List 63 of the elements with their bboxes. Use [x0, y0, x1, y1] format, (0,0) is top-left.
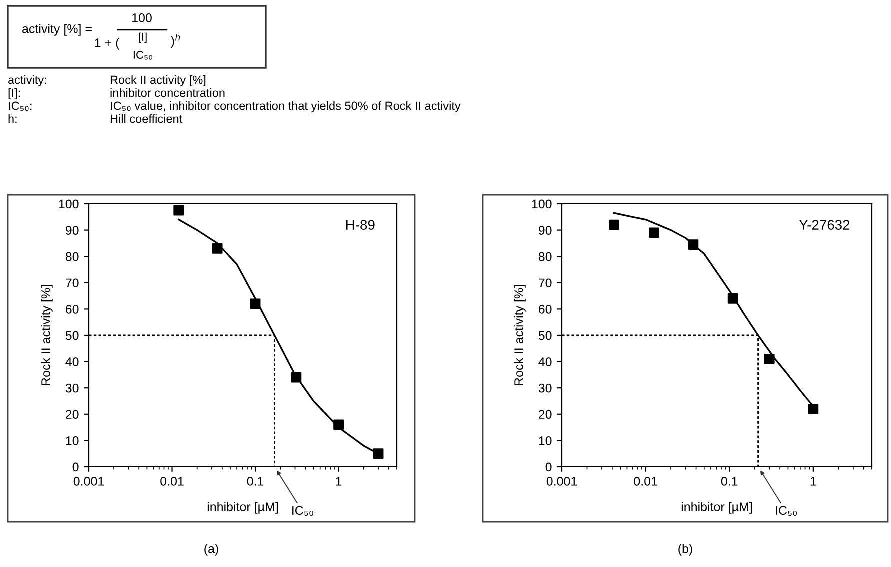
y-tick-label: 30	[66, 384, 79, 393]
x-tick-label: 0.001	[546, 477, 578, 486]
y-tick-label: 70	[66, 278, 79, 288]
y-tick-label: 10	[66, 436, 79, 446]
text: 100	[132, 14, 152, 22]
y-tick-label: 0	[546, 462, 552, 472]
x-tick-label: 0.001	[74, 477, 104, 486]
text: Y-27632	[799, 220, 850, 230]
y-tick-label: 20	[539, 410, 552, 420]
text: IC₅₀	[134, 51, 152, 60]
text: Rock II activity [%]	[110, 76, 206, 87]
text: (b)	[678, 544, 692, 556]
y-tick-label: 70	[539, 278, 552, 288]
y-tick-label: 40	[538, 358, 552, 366]
text: H-89	[346, 220, 375, 230]
text: (a)	[204, 544, 218, 556]
text: [I]	[139, 32, 147, 44]
y-axis-title: Rock II activity [%]	[41, 285, 53, 386]
point	[688, 240, 699, 250]
point	[291, 372, 302, 383]
point	[728, 293, 738, 304]
x-tick-label: 0.1	[247, 477, 264, 486]
text: Hill coefficient	[110, 114, 183, 124]
text: IC₅₀:	[9, 102, 32, 112]
annotation: IC₅₀	[292, 506, 314, 516]
point	[334, 420, 344, 430]
text: h:	[8, 114, 17, 124]
annotation: IC₅₀	[776, 506, 798, 516]
y-tick-label: 60	[66, 305, 79, 314]
y-tick-label: 50	[66, 331, 79, 340]
y-tick-label: 100	[532, 200, 552, 209]
x-axis-title: inhibitor [µM]	[208, 502, 278, 514]
text: activity [%] =	[22, 24, 92, 36]
y-axis-title: Rock II activity [%]	[514, 285, 526, 386]
x-tick-label: 0.1	[721, 477, 738, 486]
y-tick-label: 90	[538, 226, 552, 235]
y-tick-label: 100	[59, 200, 79, 209]
y-tick-label: 10	[539, 436, 552, 446]
x-tick-label: 0.01	[160, 477, 184, 486]
y-tick-label: 40	[66, 358, 79, 366]
point	[649, 228, 660, 238]
point	[373, 448, 384, 460]
x-tick-label: 0.01	[634, 477, 658, 486]
y-tick-label: 50	[538, 331, 552, 340]
y-tick-label: 30	[538, 384, 552, 393]
x-axis-title: inhibitor [µM]	[682, 502, 752, 514]
x-tick-label: 1	[810, 477, 816, 486]
text: inhibitor concentration	[110, 88, 225, 98]
y-tick-label: 80	[66, 252, 79, 262]
text: )$^{h}$	[170, 34, 180, 48]
x-tick-label: 1	[336, 477, 342, 486]
y-tick-label: 20	[66, 410, 79, 420]
y-tick-label: 80	[538, 252, 552, 262]
y-tick-label: 90	[66, 226, 79, 235]
point	[808, 404, 819, 414]
text: [I]:	[8, 88, 20, 100]
text: IC₅₀ value, inhibitor concentration that yields 50% of Rock II activity	[111, 102, 461, 113]
point	[212, 244, 223, 254]
y-tick-label: 0	[72, 462, 79, 472]
text: activity:	[8, 76, 46, 87]
y-tick-label: 60	[539, 305, 552, 314]
text: 1 + (	[95, 38, 120, 50]
point	[609, 220, 620, 230]
